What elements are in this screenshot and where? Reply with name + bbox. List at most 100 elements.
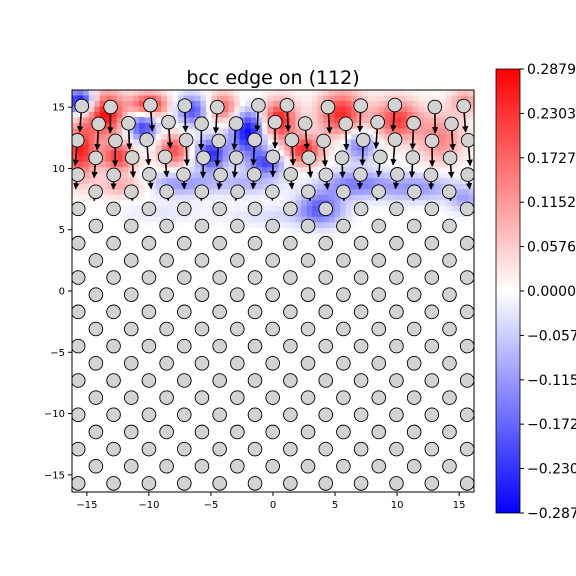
atom [406, 218, 422, 234]
heatmap-cell [88, 100, 95, 107]
heatmap-cell [150, 90, 157, 96]
heatmap-cell [362, 90, 369, 96]
heatmap-cell [418, 133, 425, 140]
heatmap-cell [127, 166, 135, 173]
heatmap-cell [423, 94, 430, 102]
heatmap-cell [88, 133, 95, 140]
heatmap-cell [105, 161, 112, 168]
heatmap-cell [351, 177, 358, 184]
heatmap-cell [194, 166, 202, 173]
heatmap-cell [111, 122, 118, 129]
y-tick-label: −15 [44, 470, 65, 481]
atom [123, 253, 139, 268]
heatmap-cell [289, 221, 296, 228]
heatmap-cell [139, 105, 146, 113]
heatmap-cell [340, 139, 347, 146]
heatmap-cell [99, 166, 107, 173]
heatmap-cell [228, 166, 235, 173]
heatmap-cell [418, 161, 425, 168]
heatmap-cell [345, 90, 352, 96]
heatmap-cell [105, 188, 112, 195]
heatmap-cell [122, 111, 129, 118]
heatmap-cell [206, 183, 213, 190]
heatmap-cell [206, 105, 213, 113]
heatmap-cell [451, 133, 458, 140]
heatmap-cell [340, 90, 347, 96]
heatmap-cell [412, 144, 419, 151]
heatmap-cell [306, 100, 313, 107]
heatmap-cell [116, 100, 123, 107]
atom [406, 287, 422, 302]
heatmap-cell [423, 127, 430, 135]
heatmap-cell [250, 194, 257, 201]
atom [389, 201, 404, 217]
atom [353, 476, 369, 491]
heatmap-cell [345, 127, 352, 135]
heatmap-cell [423, 90, 430, 96]
heatmap-cell [155, 194, 162, 201]
y-tick-label: 0 [59, 287, 65, 298]
heatmap-cell [328, 122, 336, 129]
heatmap-cell [312, 172, 319, 179]
heatmap-cell [317, 127, 324, 135]
heatmap-cell [239, 166, 246, 173]
heatmap-cell [189, 122, 196, 129]
heatmap-cell [183, 90, 190, 96]
heatmap-cell [239, 177, 246, 184]
atom [389, 338, 404, 354]
heatmap-cell [334, 210, 341, 217]
atom [300, 458, 316, 474]
heatmap-cell [289, 127, 296, 135]
heatmap-cell [122, 210, 129, 217]
atom [230, 253, 245, 268]
heatmap-cell [166, 210, 174, 217]
heatmap-cell [407, 133, 414, 140]
atom [318, 201, 334, 217]
heatmap-cell [83, 188, 90, 195]
heatmap-cell [395, 155, 403, 162]
atom [247, 270, 263, 285]
heatmap-cell [155, 216, 162, 223]
heatmap-cell [362, 188, 369, 195]
heatmap-cell [384, 133, 391, 140]
heatmap-cell [206, 166, 213, 173]
atom [141, 441, 157, 457]
atom [442, 458, 457, 474]
heatmap-cell [77, 161, 84, 168]
heatmap-cell [105, 177, 112, 184]
heatmap-cell [178, 221, 185, 228]
heatmap-cell [245, 150, 252, 157]
atom [228, 116, 244, 131]
heatmap-cell [222, 116, 229, 124]
atom [247, 338, 263, 354]
atom [74, 98, 90, 114]
heatmap-cell [88, 139, 95, 146]
heatmap-cell [362, 94, 369, 102]
colorbar-tick-label: −0.287 [527, 506, 576, 522]
heatmap-cell [401, 139, 408, 146]
heatmap-cell [250, 111, 257, 118]
atom [229, 150, 244, 165]
heatmap-cell [451, 94, 458, 102]
heatmap-cell [401, 188, 408, 195]
heatmap-cell [474, 194, 480, 200]
heatmap-cell [172, 100, 179, 107]
heatmap-cell [345, 216, 352, 223]
heatmap-cell [446, 210, 453, 217]
heatmap-cell [418, 144, 425, 151]
heatmap-cell [72, 188, 79, 195]
heatmap-cell [133, 194, 140, 201]
atom [389, 270, 404, 285]
heatmap-cell [217, 111, 224, 118]
heatmap-cell [111, 161, 118, 168]
heatmap-cell [111, 90, 118, 96]
heatmap-cell [278, 216, 285, 223]
atom [283, 270, 298, 285]
heatmap-cell [172, 105, 179, 113]
heatmap-cell [144, 122, 151, 129]
atom [178, 132, 194, 148]
atom [247, 407, 263, 423]
heatmap-cell [306, 90, 313, 96]
heatmap-cell [334, 227, 341, 234]
heatmap-cell [345, 161, 352, 168]
